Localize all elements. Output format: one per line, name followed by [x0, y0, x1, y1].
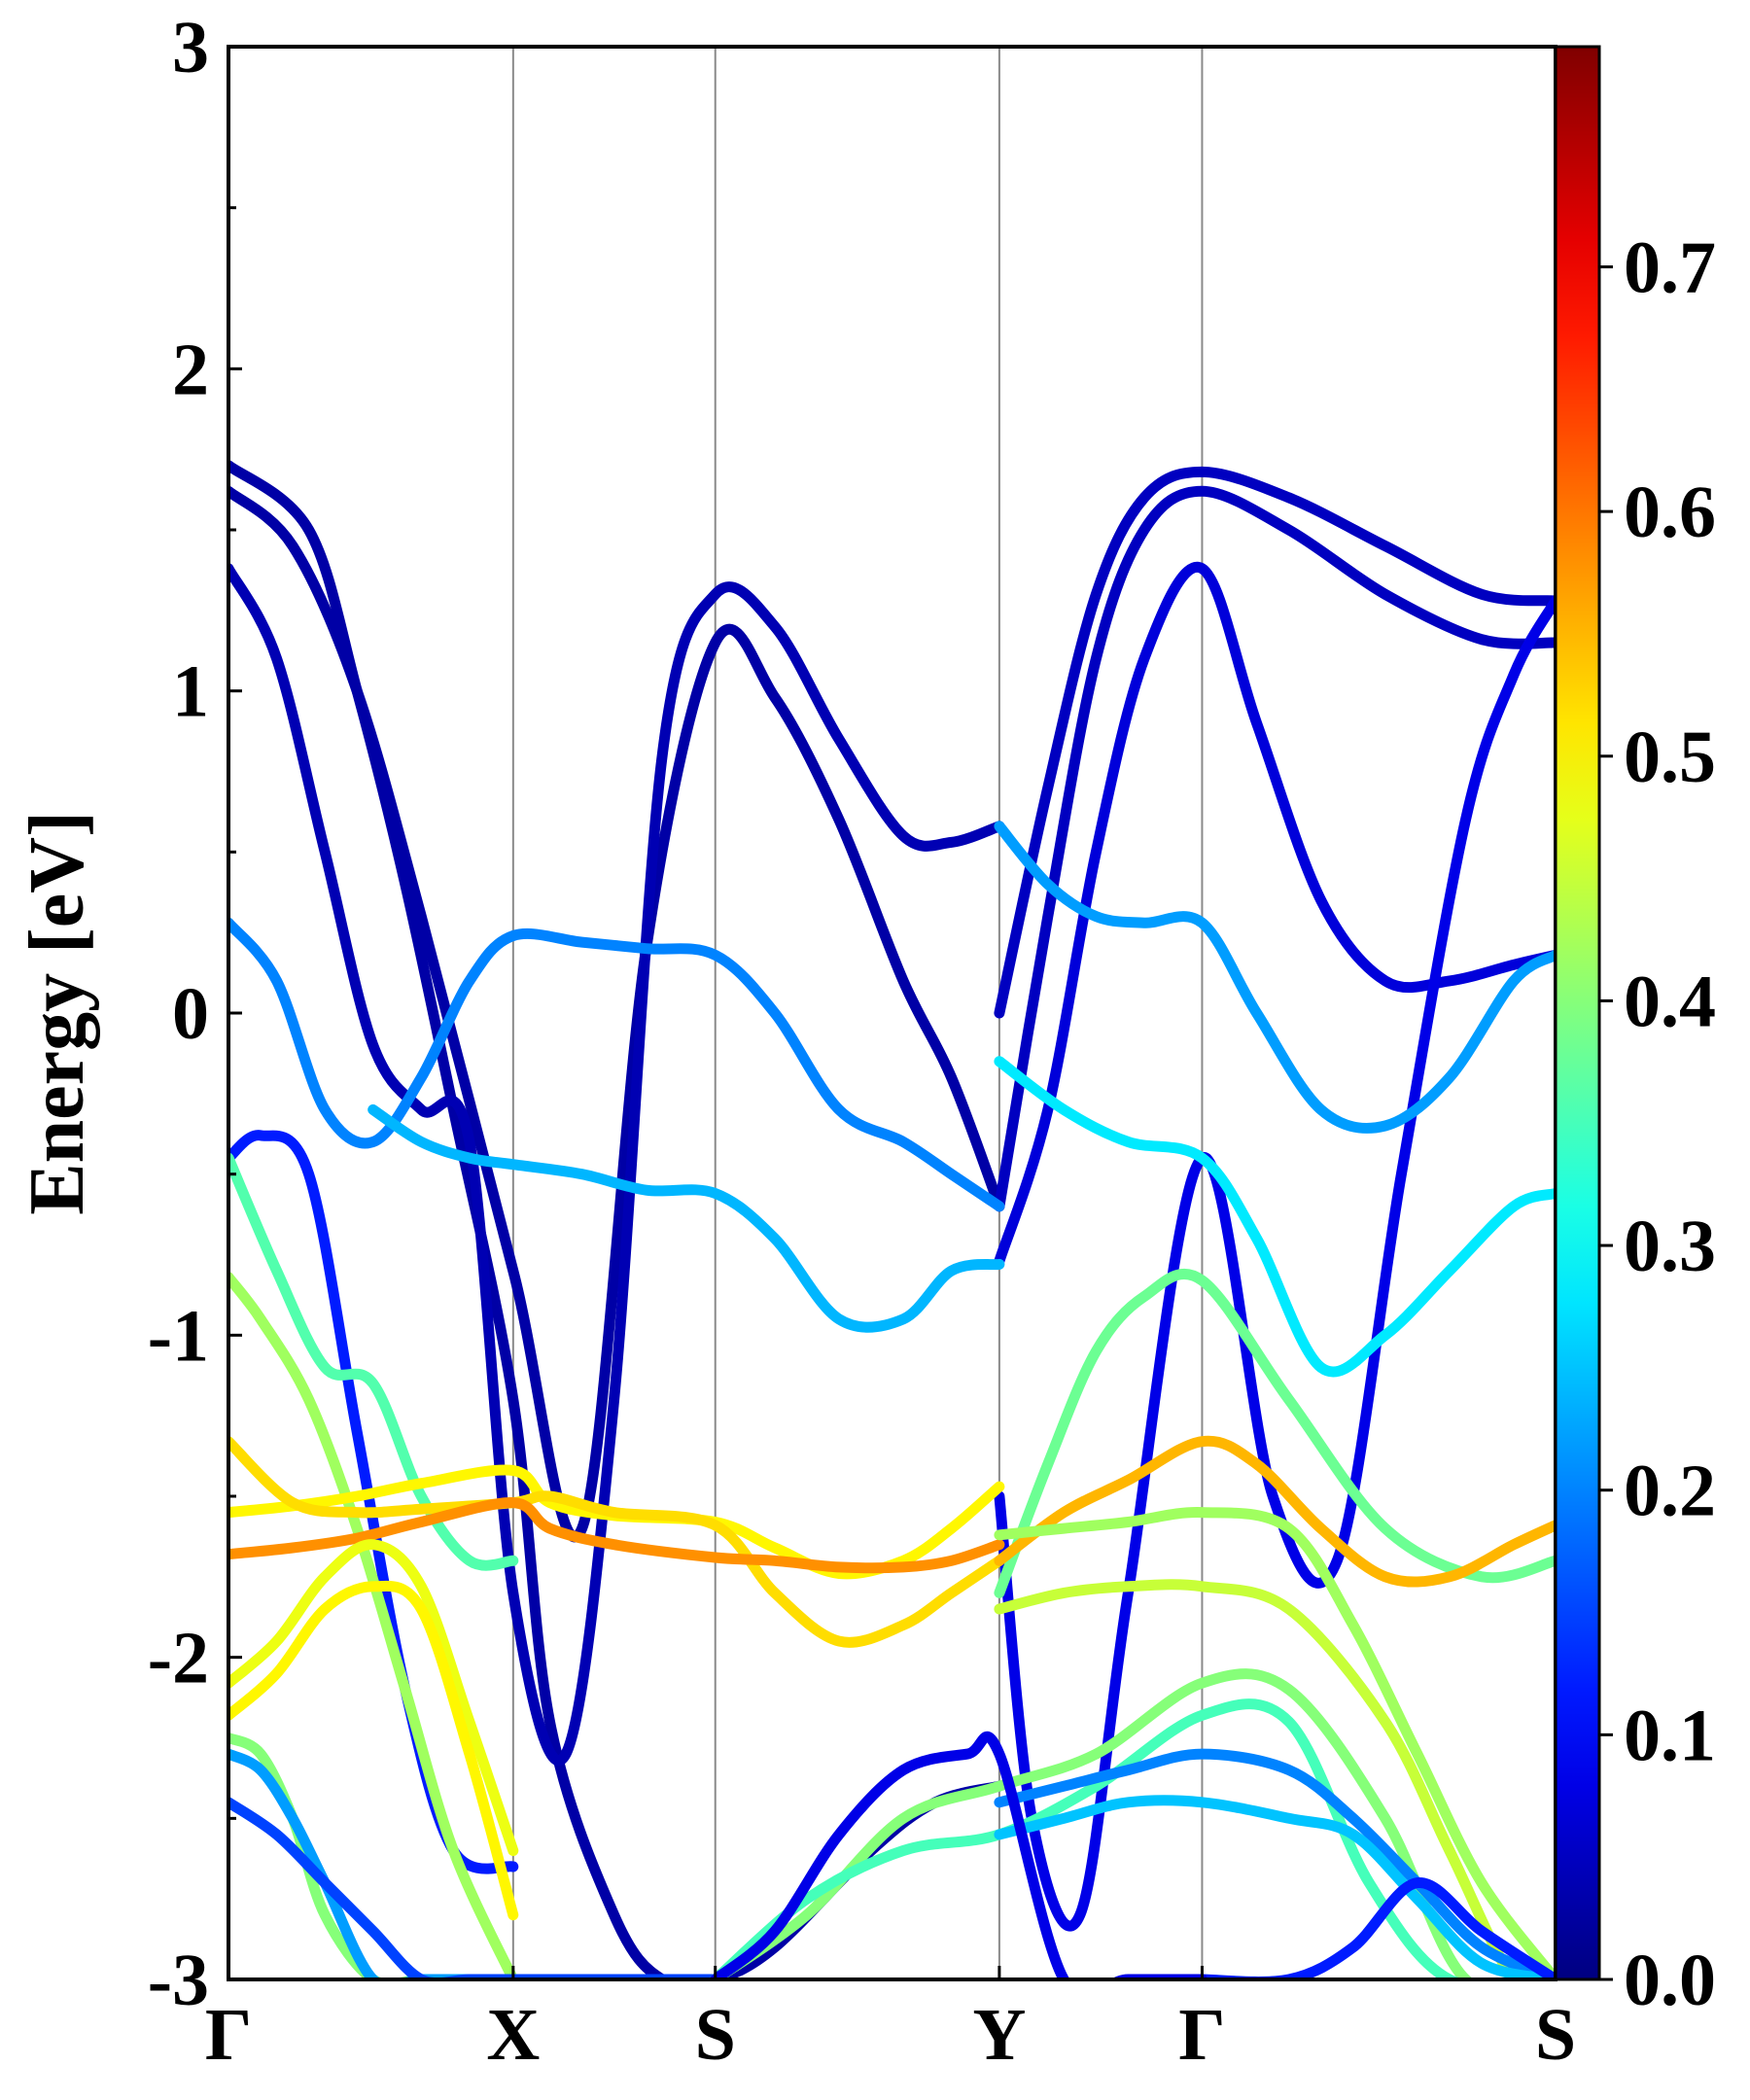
y-tick-label: 3: [172, 7, 209, 88]
band-22: [228, 1797, 721, 1979]
y-ticks: 3 2 1 0 -1 -2 -3: [148, 7, 242, 2021]
y-tick-label: 2: [172, 329, 209, 410]
colorbar-tick-label: 0.3: [1624, 1206, 1716, 1287]
band-24: [994, 1435, 1556, 1588]
y-tick-label: -2: [148, 1618, 209, 1699]
colorbar: [1554, 45, 1601, 1981]
x-tick-label: S: [695, 1994, 736, 2076]
band-17: [228, 1497, 1005, 1574]
band-14: [228, 1272, 519, 1979]
band-7: [994, 595, 1556, 1932]
band-32: [710, 1732, 1208, 1979]
band-3: [228, 563, 1005, 1767]
band-20: [228, 1732, 519, 1979]
x-tick-label: S: [1535, 1994, 1576, 2076]
y-axis-label: Energy [eV]: [15, 811, 100, 1214]
band-31: [1196, 1877, 1556, 1979]
y-tick-label: 1: [172, 651, 209, 733]
colorbar-tick-label: 0.0: [1624, 1940, 1716, 2021]
high-symmetry-lines: [511, 47, 1204, 1979]
band-9: [228, 917, 1005, 1212]
band-12: [994, 1056, 1556, 1378]
band-28: [710, 1698, 1556, 1979]
colorbar-tick-label: 0.6: [1624, 472, 1716, 553]
y-tick-label: -3: [148, 1940, 209, 2021]
band-11: [368, 1103, 1005, 1333]
band-25: [994, 1507, 1556, 1979]
band-2: [228, 485, 1005, 1543]
band-13: [228, 1152, 519, 1571]
colorbar-tick-label: 0.4: [1624, 961, 1716, 1042]
band-23: [994, 1269, 1556, 1598]
band-18: [228, 1539, 519, 1856]
colorbar-ticks: 0.0 0.1 0.2 0.3 0.4 0.5 0.6 0.7: [1599, 227, 1716, 2021]
band-4: [994, 466, 1556, 1019]
band-10: [994, 821, 1556, 1134]
x-tick-label: Γ: [205, 1994, 252, 2076]
y-tick-label: 0: [172, 973, 209, 1055]
band-30: [994, 1795, 1556, 1979]
y-tick-label: -1: [148, 1295, 209, 1377]
x-tick-label: Γ: [1178, 1994, 1225, 2076]
colorbar-tick-label: 0.1: [1624, 1695, 1716, 1776]
band-lines: [228, 460, 1556, 1979]
band-21: [228, 1748, 519, 1979]
x-tick-label: X: [486, 1994, 540, 2076]
colorbar-tick-label: 0.7: [1624, 227, 1716, 308]
band-29: [994, 1748, 1556, 1979]
band-16: [228, 1436, 1005, 1648]
colorbar-tick-label: 0.2: [1624, 1451, 1716, 1532]
band-19: [228, 1580, 519, 1921]
band-5: [994, 485, 1556, 1212]
colorbar-tick-label: 0.5: [1624, 717, 1716, 798]
x-tick-label: Y: [972, 1994, 1026, 2076]
